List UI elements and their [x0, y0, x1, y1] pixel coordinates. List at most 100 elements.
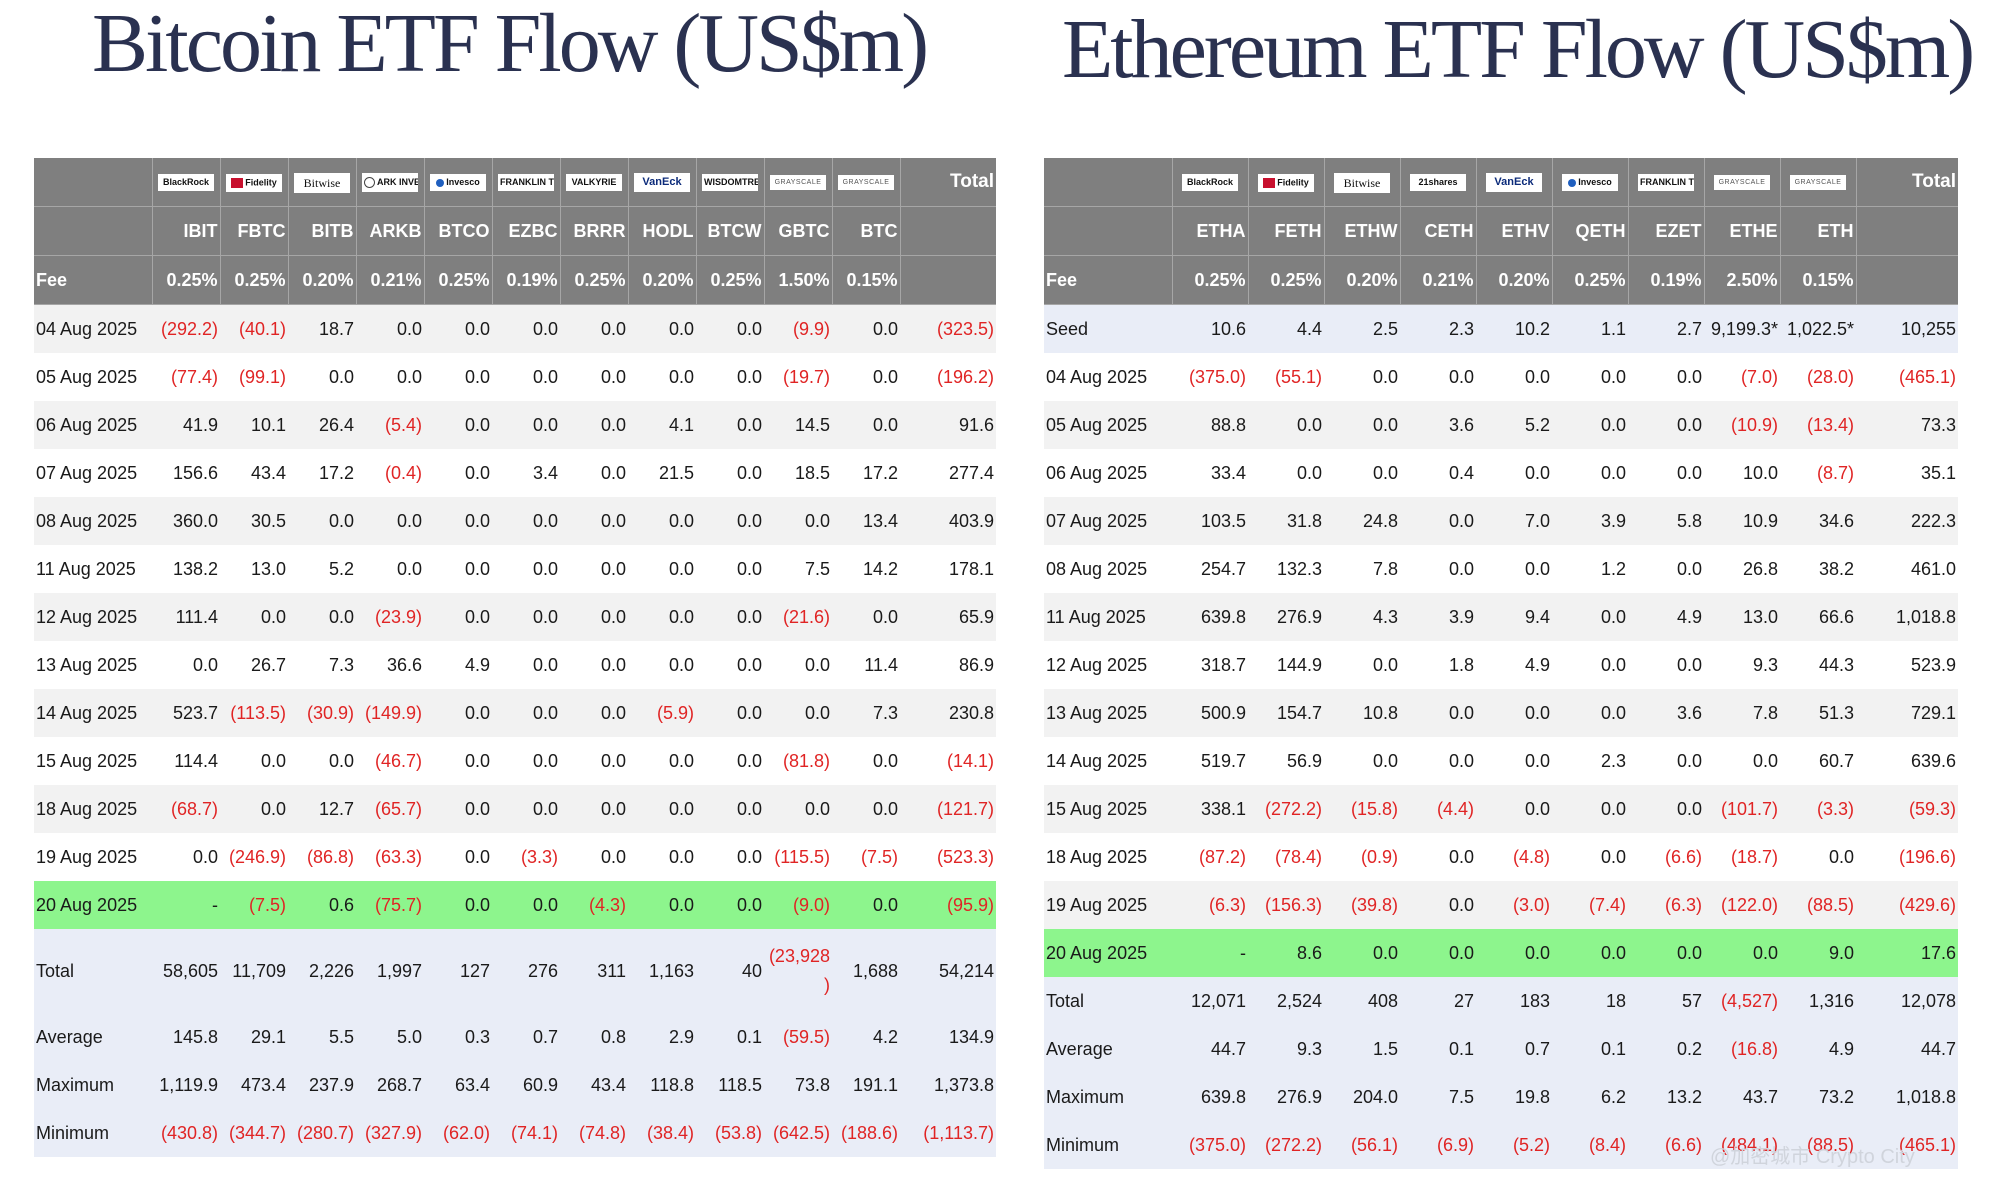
flow-value-cell: 0.0 — [628, 737, 696, 785]
stats-value-cell: 58,605 — [152, 929, 220, 1013]
flow-value-cell: 0.0 — [764, 785, 832, 833]
flow-value-cell: 277.4 — [900, 449, 996, 497]
fee-row: Fee 0.25% 0.25% 0.20% 0.21% 0.25% 0.19% 0.25% 0.… — [34, 255, 996, 305]
flow-value-cell: 318.7 — [1172, 641, 1248, 689]
flow-value-cell: 0.0 — [1476, 785, 1552, 833]
ticker-header: ARKB — [356, 206, 425, 256]
seed-value-cell: 4.4 — [1248, 304, 1324, 353]
issuer-logo-cell: 21shares — [1400, 158, 1477, 207]
seed-value-cell: 10.2 — [1476, 304, 1552, 353]
flow-value-cell: 13.0 — [220, 545, 288, 593]
issuer-logo-cell: ARK INVEST — [356, 158, 425, 207]
fee-cell: 0.25% — [560, 255, 629, 305]
stats-value-cell: 1,119.9 — [152, 1061, 220, 1109]
flow-value-cell: 0.0 — [696, 353, 764, 401]
flow-value-cell: 222.3 — [1856, 497, 1958, 545]
flow-value-cell: (88.5) — [1780, 881, 1856, 929]
flow-value-cell: 56.9 — [1248, 737, 1324, 785]
stats-value-cell: 63.4 — [424, 1061, 492, 1109]
stats-label: Average — [34, 1013, 152, 1061]
stats-value-cell: 29.1 — [220, 1013, 288, 1061]
stats-value-cell: 0.7 — [1476, 1025, 1552, 1073]
flow-value-cell: 3.6 — [1628, 689, 1704, 737]
flow-value-cell: 0.0 — [1476, 545, 1552, 593]
stats-row-maximum: Maximum 639.8 276.9 204.0 7.5 19.8 6.2 13.2 43.7… — [1044, 1073, 1958, 1121]
issuer-logo: Invesco — [1562, 174, 1618, 192]
stats-value-cell: 44.7 — [1856, 1025, 1958, 1073]
stats-value-cell: 0.2 — [1628, 1025, 1704, 1073]
flow-value-cell: 0.0 — [1704, 929, 1780, 977]
date-cell: 15 Aug 2025 — [1044, 785, 1172, 833]
issuer-logo-mark-icon — [436, 178, 445, 187]
flow-value-cell: (323.5) — [900, 304, 996, 353]
flow-value-cell: 0.0 — [560, 401, 628, 449]
flow-value-cell: 639.8 — [1172, 593, 1248, 641]
issuer-logo: Invesco — [430, 174, 486, 192]
issuer-logo-text: Fidelity — [1277, 177, 1309, 188]
flow-value-cell: 0.0 — [1476, 929, 1552, 977]
flow-value-cell: 8.6 — [1248, 929, 1324, 977]
flow-value-cell: 0.0 — [764, 641, 832, 689]
flow-value-cell: 0.0 — [696, 545, 764, 593]
date-cell: 18 Aug 2025 — [34, 785, 152, 833]
issuer-logo: Fidelity — [226, 173, 282, 192]
stats-value-cell: 134.9 — [900, 1013, 996, 1061]
stats-label: Minimum — [1044, 1121, 1172, 1169]
flow-value-cell: 254.7 — [1172, 545, 1248, 593]
flow-value-cell: 0.0 — [560, 641, 628, 689]
flow-value-cell: (59.3) — [1856, 785, 1958, 833]
stats-value-cell: 4.2 — [832, 1013, 900, 1061]
flow-value-cell: 0.0 — [1628, 641, 1704, 689]
flow-value-cell: 138.2 — [152, 545, 220, 593]
issuer-logo-text: ARK INVEST — [377, 177, 418, 188]
ticker-header: GBTC — [764, 206, 833, 256]
flow-value-cell: (3.0) — [1476, 881, 1552, 929]
flow-value-cell: 0.0 — [356, 497, 424, 545]
flow-value-cell: 5.2 — [288, 545, 356, 593]
fee-label: Fee — [1044, 255, 1173, 305]
flow-value-cell: 0.0 — [1552, 641, 1628, 689]
flow-value-cell: 4.1 — [628, 401, 696, 449]
issuer-logo-cell: Fidelity — [220, 158, 289, 207]
fee-row: Fee 0.25% 0.25% 0.20% 0.21% 0.20% 0.25% 0.19% 2.… — [1044, 255, 1958, 305]
stats-value-cell: (484.1) — [1704, 1121, 1780, 1169]
flow-value-cell: 0.0 — [1400, 833, 1476, 881]
flow-value-cell: 9.0 — [1780, 929, 1856, 977]
flow-value-cell: 360.0 — [152, 497, 220, 545]
flow-value-cell: 0.0 — [696, 449, 764, 497]
stats-value-cell: 40 — [696, 929, 764, 1013]
stats-value-cell: 118.5 — [696, 1061, 764, 1109]
flow-value-cell: (86.8) — [288, 833, 356, 881]
flow-value-cell: 91.6 — [900, 401, 996, 449]
flow-value-cell: (87.2) — [1172, 833, 1248, 881]
flow-value-cell: 276.9 — [1248, 593, 1324, 641]
flow-value-cell: 0.0 — [1400, 929, 1476, 977]
flow-value-cell: 0.0 — [628, 881, 696, 929]
flow-value-cell: 461.0 — [1856, 545, 1958, 593]
flow-value-cell: (40.1) — [220, 304, 288, 353]
stats-value-cell: (327.9) — [356, 1109, 424, 1157]
flow-value-cell: 0.0 — [492, 497, 560, 545]
flow-value-cell: 7.0 — [1476, 497, 1552, 545]
flow-value-cell: (68.7) — [152, 785, 220, 833]
flow-value-cell: 0.0 — [832, 401, 900, 449]
stats-value-cell: 27 — [1400, 977, 1476, 1025]
ethereum-etf-flow-table: BlackRock Fidelity Bitwise 21shares VanEck In… — [1044, 158, 1958, 1169]
flow-value-cell: 0.0 — [1552, 353, 1628, 401]
flow-value-cell: (6.6) — [1628, 833, 1704, 881]
date-cell: 20 Aug 2025 — [34, 881, 152, 929]
stats-label: Maximum — [1044, 1073, 1172, 1121]
date-cell: 20 Aug 2025 — [1044, 929, 1172, 977]
stats-label: Total — [1044, 977, 1172, 1025]
flow-value-cell: (63.3) — [356, 833, 424, 881]
issuer-logo-cell: FRANKLIN TEMPLETON — [1628, 158, 1705, 207]
date-cell: 05 Aug 2025 — [34, 353, 152, 401]
ticker-header: FBTC — [220, 206, 289, 256]
flow-value-cell: 0.0 — [288, 593, 356, 641]
stats-value-cell: 276 — [492, 929, 560, 1013]
flow-value-cell: 0.0 — [628, 593, 696, 641]
flow-value-cell: 3.9 — [1400, 593, 1476, 641]
issuer-logo-mark-icon — [1568, 178, 1577, 187]
flow-row: 06 Aug 2025 33.4 0.0 0.0 0.4 0.0 0.0 0.0 10.0 (8.… — [1044, 449, 1958, 497]
flow-value-cell: 0.0 — [832, 593, 900, 641]
